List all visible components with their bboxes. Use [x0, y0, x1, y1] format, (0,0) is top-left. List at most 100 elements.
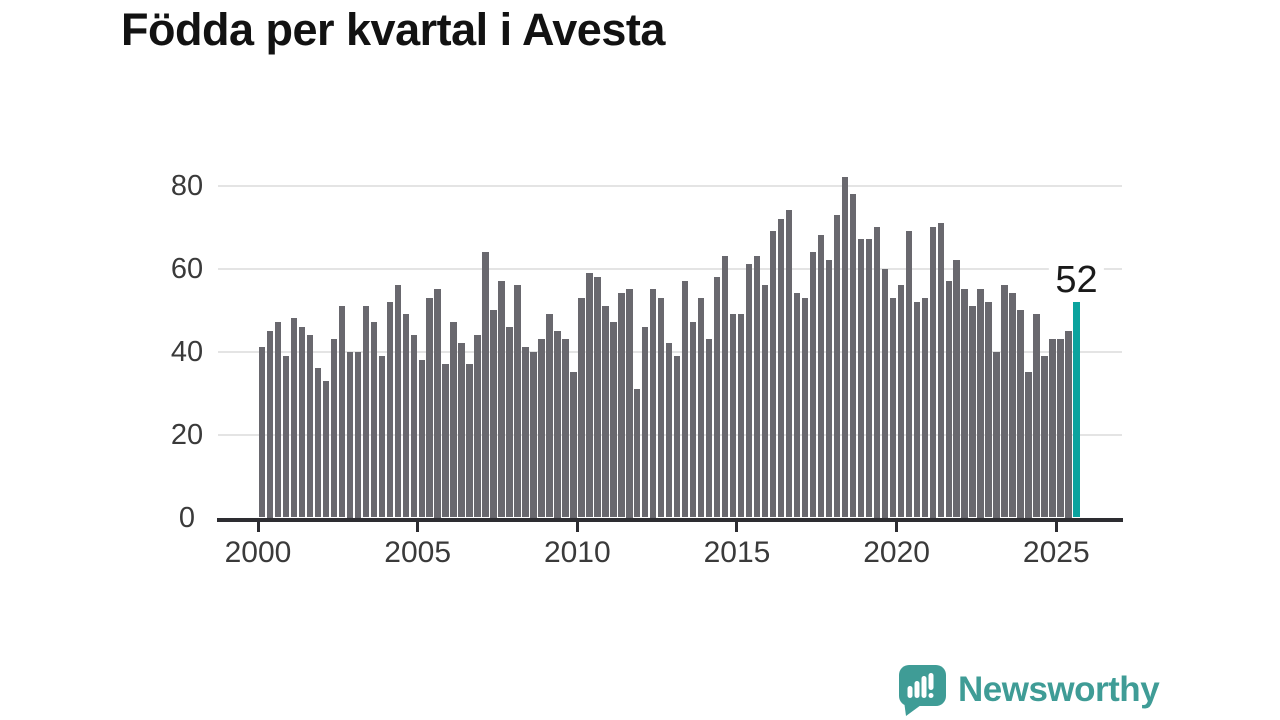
bar	[442, 363, 449, 518]
bar	[330, 339, 338, 518]
bar	[865, 239, 873, 518]
bar	[458, 343, 465, 518]
x-tick-2000	[256, 521, 260, 532]
bar	[977, 289, 984, 518]
bar	[490, 310, 497, 518]
bar	[1033, 314, 1040, 518]
gridline-60	[218, 267, 1122, 270]
bar	[474, 334, 481, 518]
bar	[514, 285, 521, 518]
x-tick-2005	[416, 521, 420, 532]
bar	[418, 359, 425, 518]
bar	[761, 285, 769, 518]
bar	[857, 239, 865, 518]
bar	[897, 285, 904, 518]
bar	[450, 322, 457, 518]
x-axis-line	[217, 517, 1123, 522]
bar	[402, 314, 409, 518]
bar	[713, 276, 721, 518]
bar	[626, 289, 633, 518]
bar	[753, 256, 761, 518]
bar	[282, 355, 290, 518]
bar	[969, 305, 976, 518]
bar	[482, 251, 489, 518]
bar	[362, 305, 369, 518]
y-axis-label-60: 60	[170, 252, 204, 285]
bar	[849, 193, 857, 518]
x-axis-label-2000: 2000	[224, 536, 292, 569]
bar	[985, 301, 992, 518]
bar	[777, 218, 785, 518]
bar	[346, 351, 354, 518]
y-axis-label-80: 80	[170, 169, 204, 202]
bar	[697, 297, 705, 518]
bar	[322, 380, 330, 518]
bar	[642, 326, 649, 518]
bar	[658, 297, 665, 518]
bar	[953, 260, 960, 518]
bar	[1009, 293, 1016, 518]
bar	[426, 297, 433, 518]
bar	[522, 347, 529, 518]
bar	[594, 276, 601, 518]
bar	[306, 334, 314, 518]
x-axis-label-2015: 2015	[703, 536, 771, 569]
bar	[298, 326, 306, 518]
bar	[634, 388, 641, 518]
bar	[378, 355, 385, 518]
y-axis-label-20: 20	[170, 418, 204, 451]
bar	[1001, 285, 1008, 518]
highlight-value-label: 52	[1049, 261, 1104, 299]
bar	[769, 231, 777, 518]
bar	[721, 256, 729, 518]
bar	[825, 260, 833, 518]
speech-bubble-bar-chart-icon	[899, 665, 946, 716]
highlighted-bar	[1073, 301, 1080, 518]
bar	[410, 334, 417, 518]
bar	[258, 347, 266, 518]
x-axis-label-2010: 2010	[543, 536, 611, 569]
bar	[841, 177, 849, 518]
bar	[682, 280, 689, 518]
x-tick-2015	[735, 521, 739, 532]
x-axis-label-2005: 2005	[384, 536, 452, 569]
chart-title: Födda per kvartal i Avesta	[121, 4, 665, 55]
bar	[1057, 339, 1064, 518]
bar	[466, 363, 473, 518]
bar	[434, 289, 441, 518]
bar	[266, 330, 274, 518]
bar	[745, 264, 753, 518]
bar	[929, 227, 936, 518]
bar	[354, 351, 361, 518]
bar	[1017, 310, 1024, 518]
bar	[498, 280, 505, 518]
bar	[729, 314, 737, 518]
bar	[817, 235, 825, 518]
bar	[274, 322, 282, 518]
bar	[650, 289, 657, 518]
bar	[290, 318, 298, 518]
bar	[538, 339, 545, 518]
bar	[546, 314, 553, 518]
bar	[801, 297, 809, 518]
gridline-80	[218, 184, 1122, 187]
bar	[666, 343, 673, 518]
bar	[370, 322, 377, 518]
bar	[618, 293, 625, 518]
bar	[1049, 339, 1056, 518]
bar	[793, 293, 801, 518]
x-tick-2025	[1054, 521, 1058, 532]
bar	[993, 351, 1000, 518]
bar	[602, 305, 609, 518]
bar	[809, 251, 817, 518]
bar	[338, 305, 346, 518]
bar	[945, 280, 952, 518]
y-axis-label-0: 0	[178, 501, 196, 534]
bar	[881, 268, 889, 518]
brand-wordmark: Newsworthy	[958, 670, 1160, 709]
bar	[921, 297, 928, 518]
bar	[314, 368, 322, 518]
bar	[1041, 355, 1048, 518]
bar	[833, 214, 841, 518]
